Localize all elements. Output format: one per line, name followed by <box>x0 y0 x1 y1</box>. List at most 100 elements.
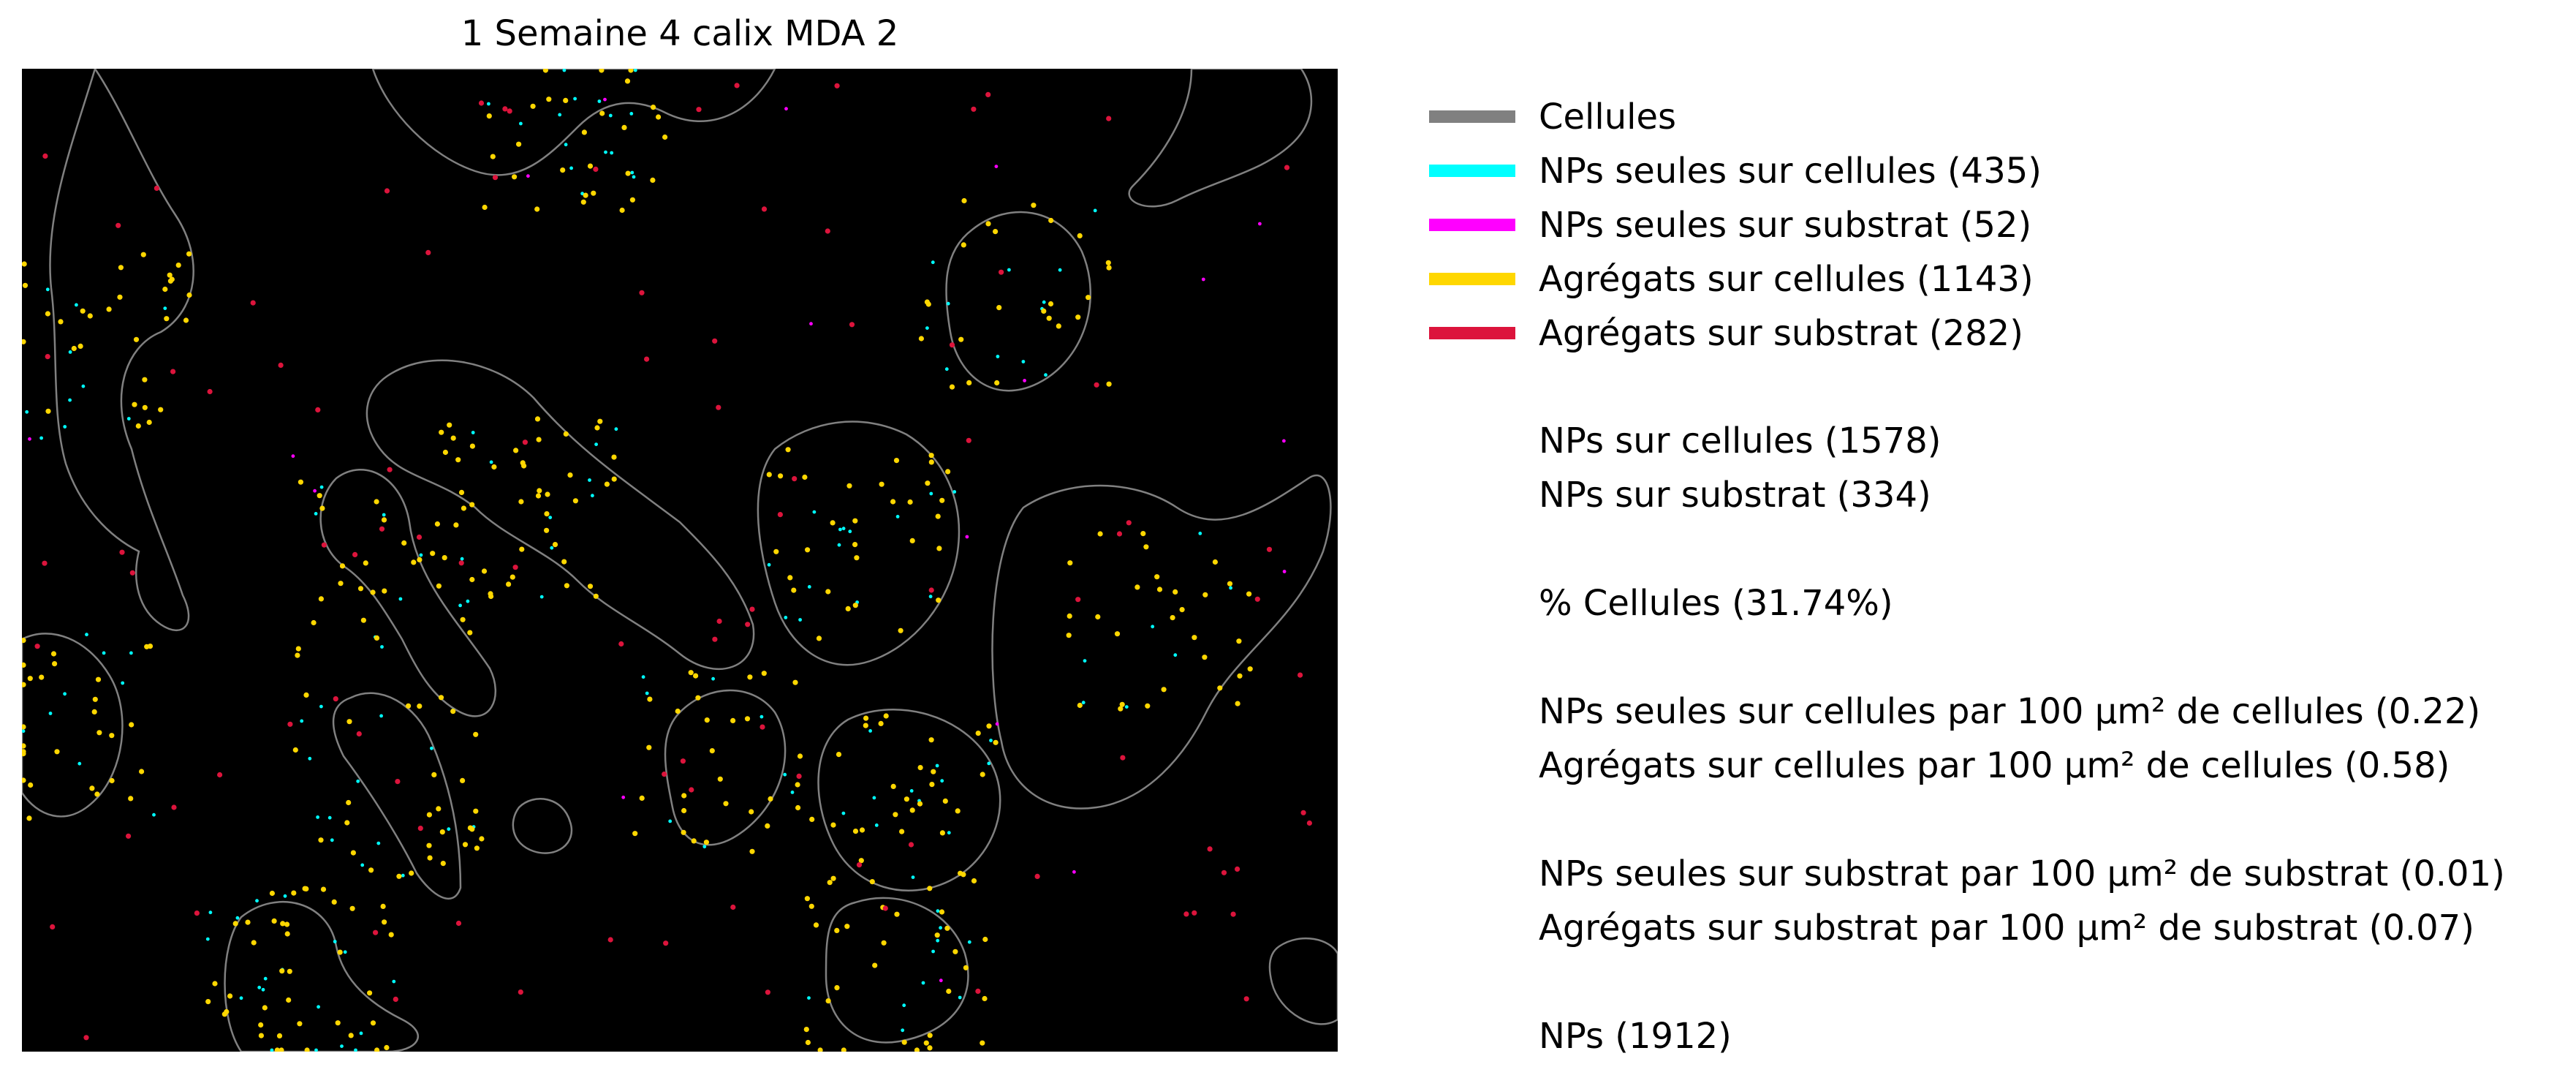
particle-agg-substrate <box>458 560 464 566</box>
particle-agg-cells <box>27 676 33 682</box>
particle-np-cells <box>1007 268 1011 272</box>
particle-agg-cells <box>129 722 135 728</box>
particle-agg-cells <box>87 313 93 319</box>
particle-agg-cells <box>374 1047 380 1052</box>
particle-np-substrate <box>939 978 943 983</box>
particle-agg-cells <box>587 584 594 589</box>
particle-agg-substrate <box>1120 755 1126 761</box>
particle-agg-substrate <box>745 622 751 627</box>
particle-agg-cells <box>1048 217 1054 224</box>
particle-np-cells <box>360 863 365 867</box>
particle-agg-cells <box>923 1040 929 1046</box>
particle-agg-cells <box>439 429 444 435</box>
particle-agg-substrate <box>45 354 50 360</box>
particle-agg-cells <box>1118 706 1124 712</box>
particle-agg-cells <box>22 743 26 749</box>
particle-agg-substrate <box>379 526 385 532</box>
particle-agg-cells <box>629 197 636 203</box>
particle-agg-substrate <box>287 721 293 727</box>
particle-np-cells <box>1198 532 1202 535</box>
particle-agg-substrate <box>352 551 358 558</box>
particle-agg-cells <box>927 886 933 891</box>
stat-agg-cells-density: Agrégats sur cellules par 100 µm² de cel… <box>1539 745 2450 786</box>
particle-agg-cells <box>881 940 887 946</box>
particle-agg-cells <box>381 517 387 523</box>
particle-agg-cells <box>792 679 798 685</box>
particle-np-cells <box>594 442 598 446</box>
particle-np-cells <box>235 916 240 920</box>
particle-agg-cells <box>545 491 550 497</box>
particle-agg-cells <box>232 921 238 927</box>
particle-agg-cells <box>890 499 896 505</box>
particle-np-substrate <box>809 322 813 326</box>
particle-agg-substrate <box>50 924 56 929</box>
particle-agg-cells <box>460 616 466 622</box>
particle-agg-cells <box>1143 544 1149 550</box>
particle-np-substrate <box>1023 379 1026 382</box>
particle-agg-cells <box>703 840 710 845</box>
particle-np-cells <box>987 761 991 766</box>
legend-swatch-np-substrate <box>1429 219 1515 231</box>
particle-agg-cells <box>1075 314 1081 320</box>
particle-map <box>22 69 1338 1052</box>
particle-np-cells <box>944 367 949 372</box>
particle-agg-cells <box>863 715 869 721</box>
particle-agg-substrate <box>825 228 830 234</box>
particle-agg-cells <box>535 493 542 499</box>
particle-np-cells <box>936 938 940 943</box>
particle-agg-cells <box>295 652 300 658</box>
particle-agg-cells <box>830 822 836 828</box>
particle-agg-cells <box>212 981 218 987</box>
particle-np-cells <box>401 873 405 878</box>
particle-agg-substrate <box>849 322 855 328</box>
particle-agg-cells <box>939 497 945 503</box>
particle-agg-cells <box>1086 295 1091 301</box>
particle-agg-cells <box>890 783 896 789</box>
cell-outline <box>757 421 961 666</box>
particle-agg-substrate <box>765 989 770 995</box>
particle-agg-substrate <box>507 108 512 114</box>
legend-label: Agrégats sur cellules (1143) <box>1539 259 2034 300</box>
particle-agg-cells <box>563 97 569 103</box>
particle-np-cells <box>283 894 287 898</box>
particle-agg-substrate <box>1207 846 1213 852</box>
particle-agg-cells <box>304 1047 310 1052</box>
particle-agg-substrate <box>716 404 721 410</box>
particle-agg-substrate <box>42 153 48 159</box>
particle-agg-cells <box>1041 308 1047 314</box>
particle-np-cells <box>487 102 490 106</box>
particle-np-cells <box>398 597 403 601</box>
particle-agg-cells <box>22 682 26 687</box>
particle-agg-substrate <box>1094 382 1099 388</box>
particle-agg-substrate <box>662 772 667 777</box>
particle-np-cells <box>629 112 634 116</box>
particle-np-cells <box>630 170 634 175</box>
particle-np-cells <box>909 789 914 793</box>
particle-agg-cells <box>961 242 966 248</box>
particle-np-cells <box>45 287 50 292</box>
particle-np-cells <box>759 714 764 719</box>
particle-agg-substrate <box>966 437 971 443</box>
particle-agg-cells <box>39 674 45 680</box>
particle-agg-cells <box>846 483 852 489</box>
particle-agg-cells <box>409 870 414 876</box>
particle-agg-cells <box>1095 614 1101 620</box>
particle-agg-substrate <box>796 773 802 779</box>
particle-agg-cells <box>382 588 387 594</box>
particle-agg-cells <box>841 1047 846 1052</box>
legend-label: NPs seules sur substrat (52) <box>1539 205 2032 246</box>
particle-agg-cells <box>284 931 290 937</box>
particle-agg-cells <box>128 796 134 802</box>
particle-agg-cells <box>318 596 324 602</box>
particle-agg-cells <box>488 591 493 597</box>
particle-np-cells <box>989 739 993 742</box>
particle-agg-cells <box>1154 574 1160 580</box>
particle-np-cells <box>767 562 771 567</box>
particle-agg-cells <box>581 129 588 135</box>
particle-agg-cells <box>1114 631 1121 637</box>
legend-label: Cellules <box>1539 97 1677 137</box>
cell-outline <box>49 69 194 632</box>
particle-agg-cells <box>936 546 942 551</box>
particle-agg-cells <box>469 502 475 508</box>
particle-agg-cells <box>599 110 605 116</box>
